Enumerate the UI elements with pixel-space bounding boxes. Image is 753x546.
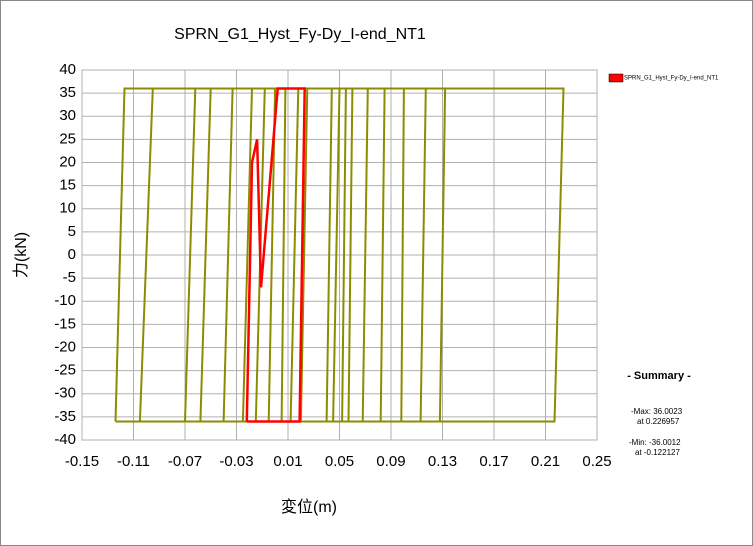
- y-tick-label: 35: [59, 84, 76, 101]
- y-tick-label: 30: [59, 107, 76, 124]
- y-tick-label: -30: [54, 385, 76, 402]
- chart-title: SPRN_G1_Hyst_Fy-Dy_I-end_NT1: [174, 26, 426, 43]
- summary-title: - Summary -: [627, 370, 691, 382]
- y-tick-label: -10: [54, 292, 76, 309]
- x-tick-label: -0.03: [219, 453, 253, 470]
- y-tick-label: 25: [59, 130, 76, 147]
- x-tick-label: -0.11: [117, 453, 150, 470]
- summary-line: at -0.122127: [635, 448, 680, 457]
- x-tick-label: 0.13: [428, 453, 457, 470]
- y-tick-label: 15: [59, 177, 76, 194]
- summary-line: -Min: -36.0012: [629, 438, 681, 447]
- x-tick-label: 0.05: [325, 453, 354, 470]
- y-tick-label: -35: [54, 408, 76, 425]
- y-tick-label: -20: [54, 338, 76, 355]
- y-tick-label: -5: [63, 269, 76, 286]
- x-tick-label: 0.09: [376, 453, 405, 470]
- summary-line: -Max: 36.0023: [631, 407, 683, 416]
- series-line: [114, 87, 565, 423]
- y-tick-label: 10: [59, 200, 76, 217]
- x-tick-label: -0.15: [65, 453, 99, 470]
- y-tick-label: -25: [54, 362, 76, 379]
- x-tick-label: 0.17: [479, 453, 508, 470]
- series-line: [245, 87, 306, 423]
- y-tick-label: -40: [54, 431, 76, 448]
- x-axis-label: 変位(m): [281, 498, 337, 516]
- x-tick-label: 0.25: [582, 453, 611, 470]
- x-tick-label: -0.07: [168, 453, 202, 470]
- y-tick-label: 0: [68, 246, 76, 263]
- x-tick-label: 0.01: [273, 453, 302, 470]
- summary-line: at 0.226957: [637, 417, 680, 426]
- legend-swatch: [608, 73, 624, 83]
- x-tick-label: 0.21: [531, 453, 560, 470]
- y-tick-label: -15: [54, 315, 76, 332]
- legend-label: SPRN_G1_Hyst_Fy-Dy_I-end_NT1: [624, 76, 719, 82]
- y-tick-label: 20: [59, 153, 76, 170]
- y-axis-label: 力(kN): [12, 232, 30, 278]
- y-tick-label: 40: [59, 61, 76, 78]
- y-tick-label: 5: [68, 223, 76, 240]
